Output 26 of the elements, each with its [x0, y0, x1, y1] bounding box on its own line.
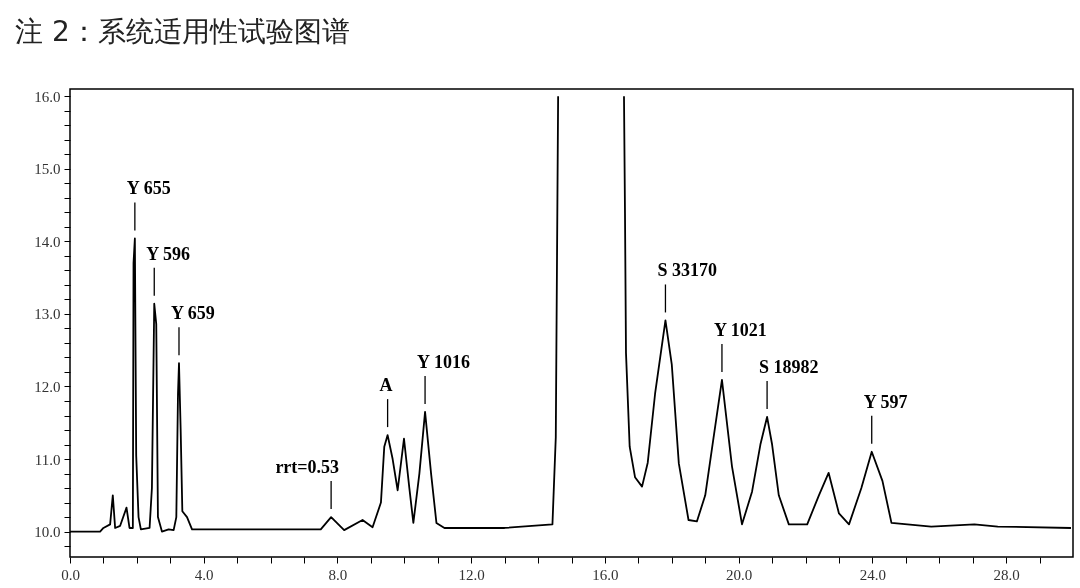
annotation: Y 655	[126, 178, 171, 199]
y-tick-label: 14.0	[34, 233, 61, 250]
annotation: Y 1016	[417, 351, 470, 372]
y-tick-label: 15.0	[34, 161, 61, 178]
x-tick-label: 24.0	[859, 566, 887, 583]
annotation: Y 597	[863, 391, 908, 412]
y-tick-label: 16.0	[34, 88, 61, 105]
annotation: S 33170	[657, 260, 717, 281]
x-tick-label: 8.0	[328, 566, 348, 583]
y-tick-label: 10.0	[34, 524, 61, 541]
annotation: S 18982	[759, 356, 819, 377]
y-tick-label: 13.0	[34, 306, 61, 323]
annotation: rrt=0.53	[275, 457, 340, 478]
x-tick-label: 28.0	[993, 566, 1020, 583]
annotation: Y 596	[146, 243, 191, 264]
chart-title: 注 2：系统适用性试验图谱	[15, 15, 350, 48]
x-tick-label: 20.0	[726, 566, 753, 583]
annotation: Y 1021	[713, 319, 767, 340]
annotation: A	[379, 375, 393, 396]
x-tick-label: 0.0	[61, 566, 80, 583]
x-tick-label: 12.0	[458, 566, 485, 583]
x-tick-label: 4.0	[194, 566, 214, 583]
annotation: Y 659	[170, 303, 215, 324]
y-tick-label: 11.0	[34, 451, 61, 468]
y-tick-label: 12.0	[34, 378, 61, 395]
x-tick-label: 16.0	[592, 566, 619, 583]
